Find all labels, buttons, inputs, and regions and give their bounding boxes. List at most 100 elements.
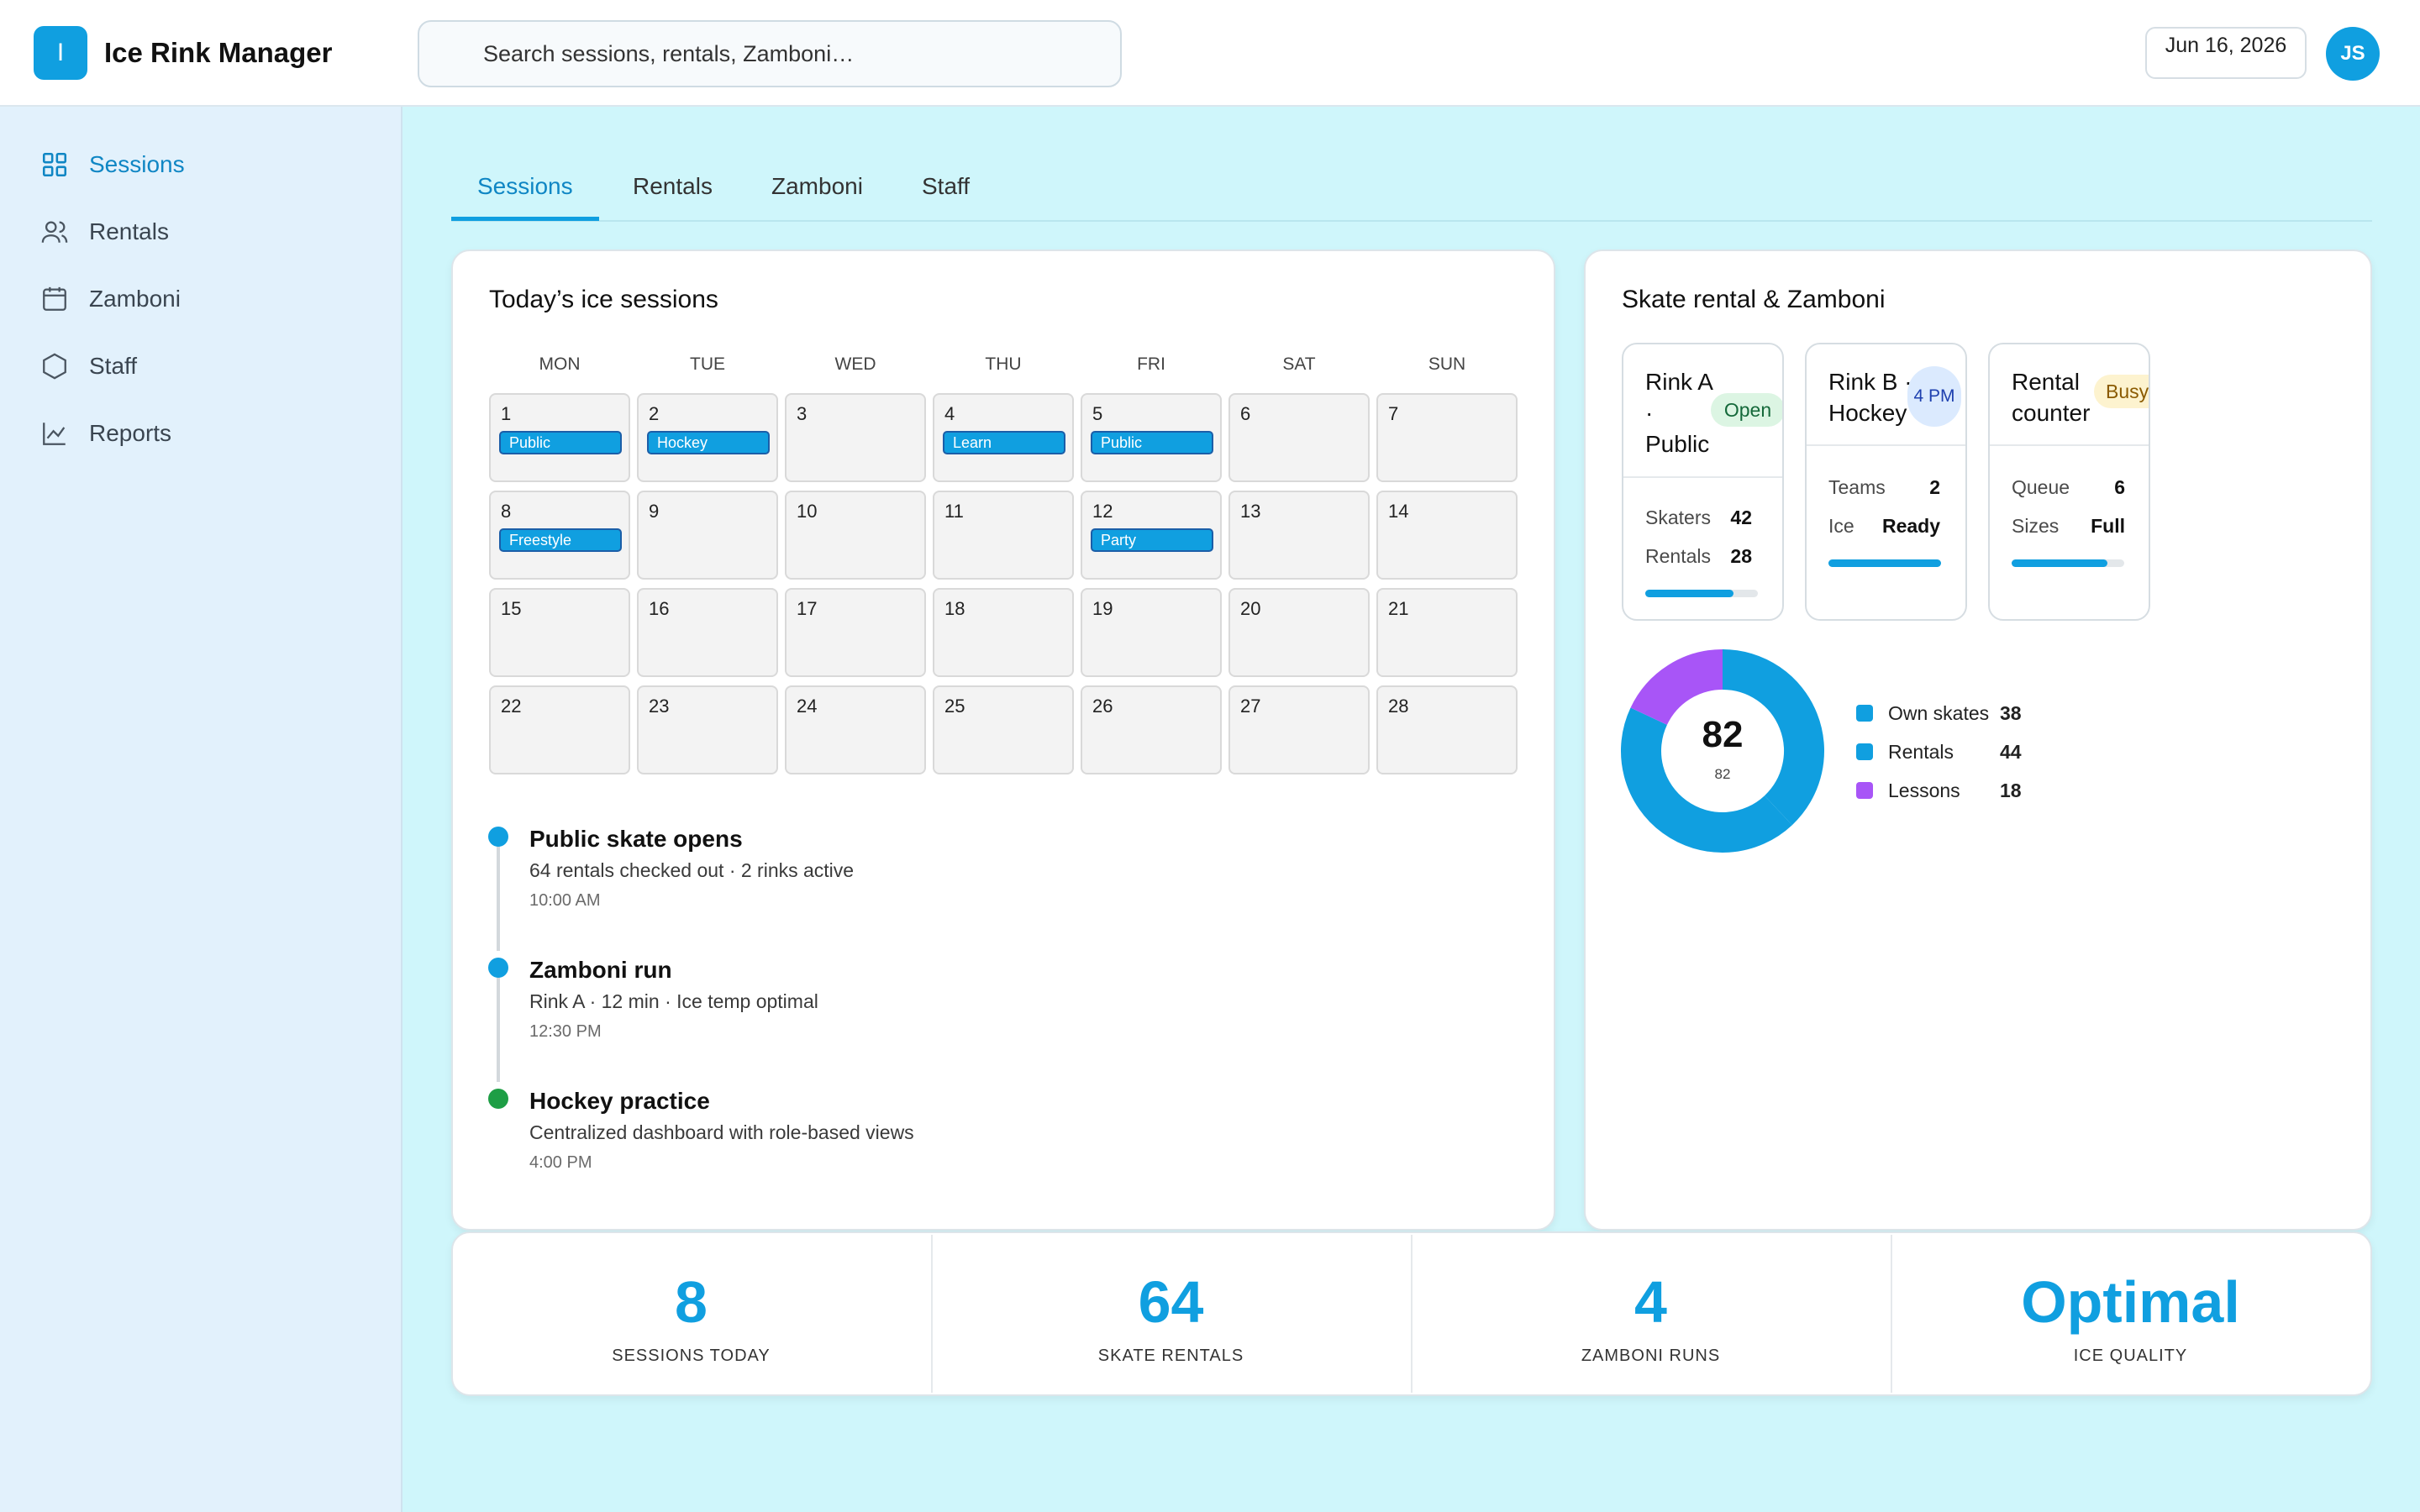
timeline-time: 10:00 AM	[529, 891, 601, 910]
sessions-card-title: Today’s ice sessions	[489, 286, 718, 313]
session-event-pill[interactable]: Public	[499, 431, 622, 454]
session-event-pill[interactable]: Hockey	[647, 431, 770, 454]
day-number: 12	[1092, 501, 1113, 522]
day-number: 27	[1240, 696, 1261, 717]
stat-label: Teams	[1828, 476, 1886, 498]
stat-value: Full	[2091, 515, 2125, 537]
session-event-pill[interactable]: Freestyle	[499, 528, 622, 552]
day-number: 15	[501, 598, 522, 619]
donut-center-sub: 82	[1714, 766, 1731, 782]
calendar-day-cell[interactable]: 9	[637, 491, 778, 580]
search-placeholder: Search sessions, rentals, Zamboni…	[483, 40, 855, 66]
timeline-dot	[488, 1089, 508, 1109]
sidebar-item-reports[interactable]: Reports	[40, 413, 171, 454]
sidebar-item-label: Reports	[89, 420, 172, 446]
rink-b-card[interactable]: Rink B · Hockey 4 PM Teams 2 Ice Ready	[1805, 343, 1967, 621]
divider	[1807, 444, 1965, 446]
search-input[interactable]: Search sessions, rentals, Zamboni…	[418, 20, 1122, 87]
sidebar-item-label: Zamboni	[89, 286, 181, 312]
timeline-title[interactable]: Public skate opens	[529, 826, 743, 852]
timeline-title[interactable]: Hockey practice	[529, 1088, 710, 1114]
calendar-day-cell[interactable]: 12 Party	[1081, 491, 1222, 580]
day-number: 23	[649, 696, 670, 717]
sidebar-item-rentals[interactable]: Rentals	[40, 212, 169, 252]
calendar-day-cell[interactable]: 22	[489, 685, 630, 774]
stat-zamboni-runs: 4 ZAMBONI RUNS	[1411, 1233, 1891, 1394]
calendar-day-cell[interactable]: 10	[785, 491, 926, 580]
day-number: 21	[1388, 598, 1409, 619]
calendar-day-cell[interactable]: 26	[1081, 685, 1222, 774]
calendar-day-cell[interactable]: 8 Freestyle	[489, 491, 630, 580]
donut-center-value: 82	[1702, 714, 1744, 755]
stat-label: SESSIONS TODAY	[612, 1347, 771, 1365]
calendar-day-cell[interactable]: 23	[637, 685, 778, 774]
legend-item: Lessons 18	[1856, 778, 2022, 803]
donut-segment-lessons	[1630, 649, 1723, 726]
sidebar-item-staff[interactable]: Staff	[40, 346, 137, 386]
rink-card-title-line: Hockey	[1828, 400, 1907, 426]
calendar-day-cell[interactable]: 21	[1376, 588, 1518, 677]
progress-bar	[1828, 559, 1941, 567]
day-number: 14	[1388, 501, 1409, 522]
legend-value: 38	[2000, 701, 2022, 724]
calendar-day-cell[interactable]: 19	[1081, 588, 1222, 677]
calendar-day-cell[interactable]: 6	[1228, 393, 1370, 482]
calendar-day-cell[interactable]: 7	[1376, 393, 1518, 482]
calendar-day-cell[interactable]: 18	[933, 588, 1074, 677]
calendar-day-cell[interactable]: 20	[1228, 588, 1370, 677]
sidebar-item-label: Staff	[89, 353, 138, 379]
calendar-day-cell[interactable]: 4 Learn	[933, 393, 1074, 482]
day-number: 19	[1092, 598, 1113, 619]
calendar-day-cell[interactable]: 24	[785, 685, 926, 774]
day-number: 17	[797, 598, 818, 619]
rink-a-card[interactable]: Rink A · Public Open Skaters 42 Rentals …	[1622, 343, 1784, 621]
tab-sessions[interactable]: Sessions	[477, 173, 573, 199]
weekday-label: TUE	[690, 354, 725, 374]
rink-card-title-line: counter	[2012, 400, 2091, 426]
calendar-day-cell[interactable]: 5 Public	[1081, 393, 1222, 482]
stat-value: 6	[2114, 476, 2125, 498]
weekday-label: MON	[539, 354, 581, 374]
weekday-label: SUN	[1428, 354, 1466, 374]
day-number: 8	[501, 501, 512, 522]
stat-label: Sizes	[2012, 515, 2060, 537]
stat-value: Ready	[1881, 515, 1940, 537]
calendar-day-cell[interactable]: 28	[1376, 685, 1518, 774]
tab-zamboni[interactable]: Zamboni	[771, 173, 863, 199]
stat-value: 42	[1730, 507, 1752, 528]
calendar-day-cell[interactable]: 3	[785, 393, 926, 482]
timeline-title[interactable]: Zamboni run	[529, 957, 672, 983]
user-avatar[interactable]: JS	[2326, 27, 2380, 81]
calendar-day-cell[interactable]: 25	[933, 685, 1074, 774]
legend-label: Own skates	[1888, 701, 1990, 724]
date-picker-button[interactable]: Jun 16, 2026	[2145, 27, 2307, 79]
sidebar-item-sessions[interactable]: Sessions	[40, 144, 185, 185]
grid-icon	[42, 152, 67, 177]
rink-card-title-line: Rink B ·	[1828, 369, 1912, 395]
rental-counter-card[interactable]: Rental counter Busy Queue 6 Sizes Full	[1988, 343, 2150, 621]
legend-swatch	[1856, 782, 1873, 799]
calendar-day-cell[interactable]: 17	[785, 588, 926, 677]
session-event-pill[interactable]: Learn	[943, 431, 1065, 454]
progress-bar	[1645, 590, 1758, 597]
sidebar-item-zamboni[interactable]: Zamboni	[40, 279, 181, 319]
calendar-day-cell[interactable]: 16	[637, 588, 778, 677]
session-event-pill[interactable]: Party	[1091, 528, 1213, 552]
day-number: 11	[944, 501, 964, 522]
legend-label: Rentals	[1888, 740, 1954, 763]
calendar-day-cell[interactable]: 13	[1228, 491, 1370, 580]
calendar-day-cell[interactable]: 27	[1228, 685, 1370, 774]
stat-number: 4	[1634, 1269, 1667, 1335]
day-number: 22	[501, 696, 522, 717]
calendar-day-cell[interactable]: 11	[933, 491, 1074, 580]
calendar-day-cell[interactable]: 1 Public	[489, 393, 630, 482]
calendar-day-cell[interactable]: 2 Hockey	[637, 393, 778, 482]
calendar-day-cell[interactable]: 14	[1376, 491, 1518, 580]
calendar-day-cell[interactable]: 15	[489, 588, 630, 677]
weekday-label: SAT	[1282, 354, 1316, 374]
stat-label: ZAMBONI RUNS	[1581, 1347, 1721, 1365]
tab-staff[interactable]: Staff	[922, 173, 971, 199]
tab-rentals[interactable]: Rentals	[633, 173, 713, 199]
timeline-dot	[488, 827, 508, 847]
session-event-pill[interactable]: Public	[1091, 431, 1213, 454]
